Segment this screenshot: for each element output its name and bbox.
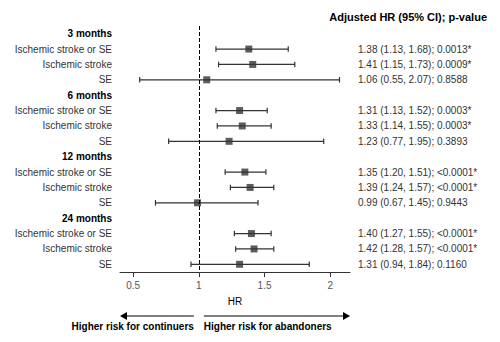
svg-text:1.41 (1.15, 1.73); 0.0009*: 1.41 (1.15, 1.73); 0.0009* [358,59,472,70]
svg-text:Ischemic stroke or SE: Ischemic stroke or SE [15,44,113,55]
svg-text:24 months: 24 months [62,213,112,224]
svg-text:Ischemic stroke: Ischemic stroke [43,120,113,131]
svg-text:1.06 (0.55, 2.07); 0.8588: 1.06 (0.55, 2.07); 0.8588 [358,74,468,85]
svg-text:SE: SE [99,259,113,270]
svg-text:2: 2 [328,280,334,291]
svg-text:1.33 (1.14, 1.55); 0.0003*: 1.33 (1.14, 1.55); 0.0003* [358,120,472,131]
svg-text:1.31 (0.94, 1.84); 0.1160: 1.31 (0.94, 1.84); 0.1160 [358,259,467,270]
svg-text:Ischemic stroke or SE: Ischemic stroke or SE [15,228,113,239]
svg-text:0.5: 0.5 [126,280,140,291]
svg-text:1.42 (1.28, 1.57); <0.0001*: 1.42 (1.28, 1.57); <0.0001* [358,243,477,254]
svg-text:1.38 (1.13, 1.68); 0.0013*: 1.38 (1.13, 1.68); 0.0013* [358,44,472,55]
svg-text:Ischemic stroke or SE: Ischemic stroke or SE [15,167,113,178]
svg-text:3 months: 3 months [68,28,113,39]
svg-text:Ischemic stroke: Ischemic stroke [43,182,113,193]
svg-text:6 months: 6 months [68,90,113,101]
svg-text:Ischemic stroke or SE: Ischemic stroke or SE [15,105,113,116]
svg-text:Higher risk for continuers: Higher risk for continuers [72,321,195,332]
svg-text:SE: SE [99,197,113,208]
svg-text:0.99 (0.67, 1.45); 0.9443: 0.99 (0.67, 1.45); 0.9443 [358,197,468,208]
svg-text:1.35 (1.20, 1.51); <0.0001*: 1.35 (1.20, 1.51); <0.0001* [358,167,477,178]
svg-text:1.5: 1.5 [258,280,272,291]
svg-text:HR: HR [228,296,242,307]
svg-text:1.39 (1.24, 1.57); <0.0001*: 1.39 (1.24, 1.57); <0.0001* [358,182,477,193]
svg-text:SE: SE [99,74,113,85]
svg-text:1.31 (1.13, 1.52); 0.0003*: 1.31 (1.13, 1.52); 0.0003* [358,105,472,116]
svg-text:12 months: 12 months [62,151,112,162]
svg-text:Ischemic stroke: Ischemic stroke [43,59,113,70]
svg-text:Higher risk for abandoners: Higher risk for abandoners [204,321,332,332]
svg-text:Adjusted HR (95% CI); p-value: Adjusted HR (95% CI); p-value [329,11,487,23]
svg-text:1: 1 [196,280,202,291]
svg-text:1.40 (1.27, 1.55); <0.0001*: 1.40 (1.27, 1.55); <0.0001* [358,228,477,239]
svg-text:1.23 (0.77, 1.95); 0.3893: 1.23 (0.77, 1.95); 0.3893 [358,136,468,147]
svg-text:Ischemic stroke: Ischemic stroke [43,243,113,254]
svg-text:SE: SE [99,136,113,147]
